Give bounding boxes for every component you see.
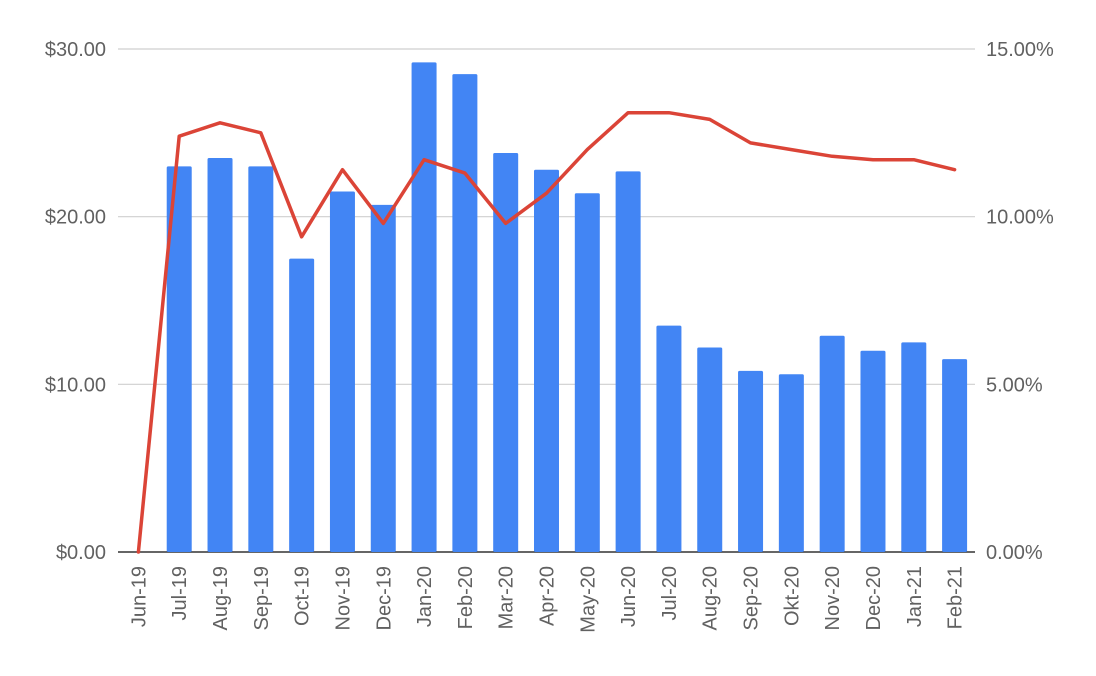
x-axis-tick-label: Feb-20 bbox=[455, 566, 477, 629]
bar-nov-20 bbox=[819, 335, 845, 552]
bar-apr-20 bbox=[534, 169, 559, 552]
x-axis-tick-label: Nov-20 bbox=[822, 566, 844, 630]
right-axis-tick-label: 0.00% bbox=[986, 542, 1043, 564]
x-axis-tick-label: Mar-20 bbox=[496, 566, 518, 629]
x-axis-tick-label: Oct-19 bbox=[292, 566, 314, 626]
left-axis-tick-label: $10.00 bbox=[45, 374, 106, 396]
x-axis-tick-label: Apr-20 bbox=[537, 566, 559, 626]
x-axis-tick-label: Dec-20 bbox=[863, 566, 885, 630]
left-axis: $0.00 $10.00 $20.00 $30.00 bbox=[45, 39, 106, 564]
x-axis-tick-label: Sep-20 bbox=[741, 566, 763, 631]
right-axis-tick-label: 15.00% bbox=[986, 39, 1054, 61]
bar-sep-19 bbox=[248, 166, 274, 552]
line-series bbox=[136, 110, 957, 554]
bar-nov-19 bbox=[329, 191, 355, 552]
bar-feb-21 bbox=[942, 359, 968, 552]
x-axis-tick-label: Jun-19 bbox=[128, 566, 150, 627]
x-axis-tick-label: Jan-20 bbox=[414, 566, 436, 627]
x-axis-tick-label: Nov-19 bbox=[332, 566, 354, 630]
bar-dec-19 bbox=[370, 204, 396, 552]
left-axis-tick-label: $0.00 bbox=[56, 542, 106, 564]
x-axis-tick-label: Okt-20 bbox=[781, 566, 803, 626]
left-axis-tick-label: $20.00 bbox=[45, 207, 106, 229]
x-axis-tick-label: Aug-20 bbox=[700, 566, 722, 631]
x-axis-tick-label: May-20 bbox=[577, 566, 599, 633]
bar-oct-19 bbox=[289, 258, 315, 552]
bar-jan-20 bbox=[411, 62, 437, 553]
bar-aug-20 bbox=[697, 347, 723, 552]
bar-sep-20 bbox=[738, 370, 764, 552]
right-axis-tick-label: 5.00% bbox=[986, 374, 1043, 396]
x-axis-tick-label: Jun-20 bbox=[618, 566, 640, 627]
bar-mar-20 bbox=[493, 152, 519, 552]
bar-jul-19 bbox=[166, 166, 192, 552]
x-axis-tick-label: Aug-19 bbox=[210, 566, 232, 631]
bar-feb-20 bbox=[452, 74, 478, 553]
x-axis: Jun-19 Jul-19 Aug-19 Sep-19 Oct-19 Nov-19 Dec-… bbox=[128, 566, 966, 633]
x-axis-tick-label: Jul-19 bbox=[169, 566, 191, 620]
x-axis-tick-label: Jan-21 bbox=[904, 566, 926, 627]
bar-series bbox=[166, 62, 968, 553]
x-axis-tick-label: Feb-21 bbox=[945, 566, 967, 629]
bar-aug-19 bbox=[207, 157, 233, 552]
left-axis-tick-label: $30.00 bbox=[45, 39, 106, 61]
right-axis: 0.00% 5.00% 10.00% 15.00% bbox=[986, 39, 1054, 564]
x-axis-tick-label: Dec-19 bbox=[373, 566, 395, 630]
bar-may-20 bbox=[574, 193, 600, 552]
x-axis-tick-label: Jul-20 bbox=[659, 566, 681, 620]
bar-jan-21 bbox=[901, 342, 927, 552]
bar-dec-20 bbox=[860, 350, 886, 552]
right-axis-tick-label: 10.00% bbox=[986, 207, 1054, 229]
bar-okt-20 bbox=[778, 374, 804, 552]
bar-jun-20 bbox=[615, 171, 641, 552]
x-axis-tick-label: Sep-19 bbox=[251, 566, 273, 631]
bar-jul-20 bbox=[656, 325, 682, 552]
